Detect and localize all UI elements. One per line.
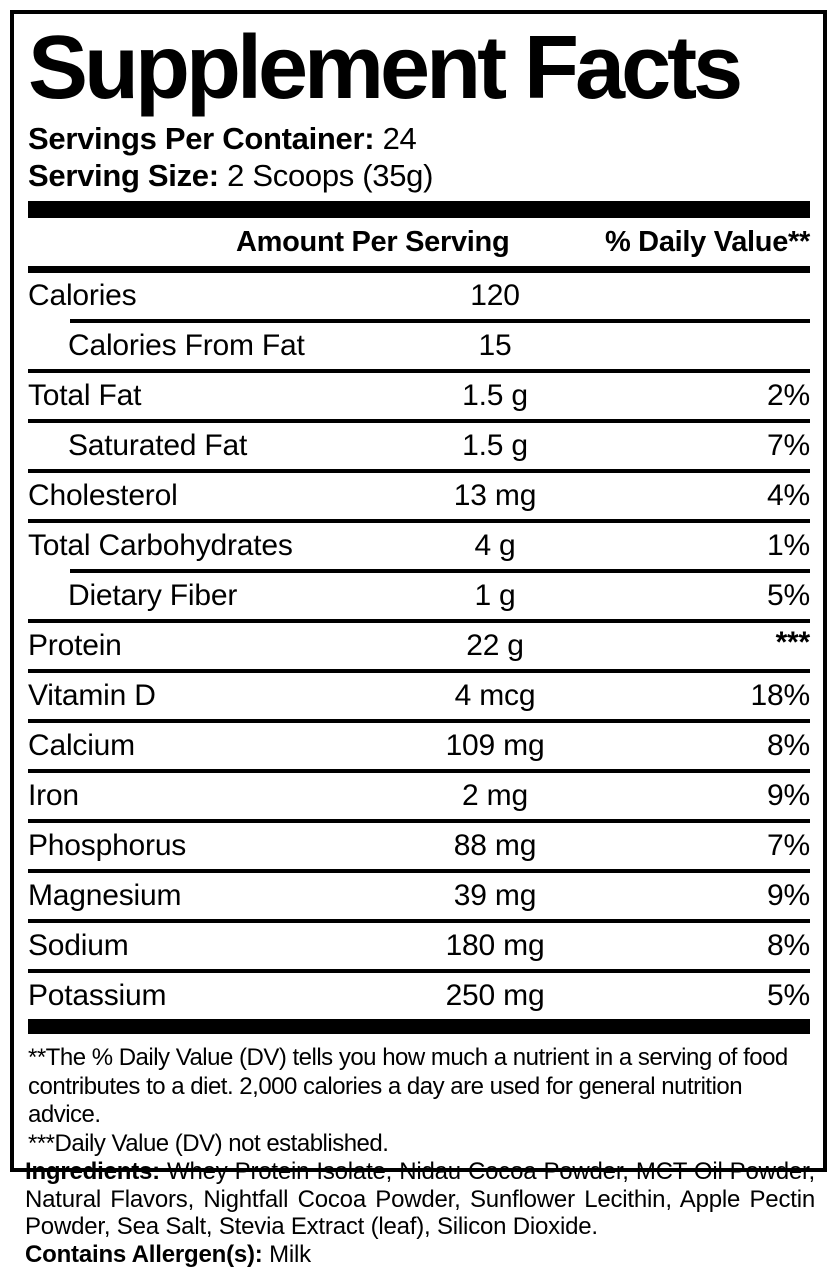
ingredients-section: Ingredients: Whey Protein Isolate, Nidau… [25,1158,815,1268]
table-row: Iron 2 mg 9% [28,773,810,819]
row-divider [28,969,810,973]
nutrient-daily-value: 8% [767,729,810,762]
nutrient-name: Magnesium [28,879,182,912]
servings-per-container-line: Servings Per Container: 24 [28,120,810,157]
nutrient-daily-value: 7% [767,429,810,462]
table-row: Protein 22 g *** [28,623,810,669]
nutrient-name: Potassium [28,979,167,1012]
section-separator-bar-bottom [28,1019,810,1034]
allergen-line: Contains Allergen(s): Milk [25,1241,815,1269]
nutrient-amount: 22 g [466,629,524,662]
serving-size-value: 2 Scoops (35g) [227,158,434,193]
nutrient-amount: 4 mcg [454,679,536,712]
table-row: Magnesium 39 mg 9% [28,873,810,919]
servings-per-container-label: Servings Per Container: [28,121,375,156]
table-row: Calories From Fat 15 [28,323,810,369]
label-title: Supplement Facts [28,18,743,118]
nutrient-daily-value: 2% [767,379,810,412]
table-row: Total Fat 1.5 g 2% [28,373,810,419]
nutrient-name: Protein [28,629,122,662]
nutrient-amount: 39 mg [453,879,537,912]
table-row: Cholesterol 13 mg 4% [28,473,810,519]
row-divider [28,919,810,923]
nutrient-daily-value: 5% [767,979,810,1012]
row-divider [28,369,810,373]
nutrient-name: Sodium [28,929,129,962]
row-divider [28,419,810,423]
ingredients-label: Ingredients: [25,1158,160,1185]
row-divider [28,819,810,823]
table-row: Vitamin D 4 mcg 18% [28,673,810,719]
table-row: Calories 120 [28,273,810,319]
table-row: Potassium 250 mg 5% [28,973,810,1019]
nutrient-daily-value: 1% [767,529,810,562]
row-divider [28,719,810,723]
table-row: Dietary Fiber 1 g 5% [28,573,810,619]
allergen-label: Contains Allergen(s): [25,1240,263,1268]
nutrient-name: Vitamin D [28,679,156,712]
row-divider [28,469,810,473]
nutrient-amount: 15 [478,329,512,362]
table-row: Calcium 109 mg 8% [28,723,810,769]
nutrient-name: Phosphorus [28,829,187,862]
nutrient-daily-value: 8% [767,929,810,962]
nutrient-name: Dietary Fiber [68,579,238,612]
row-divider [28,869,810,873]
row-divider [70,569,810,573]
nutrient-daily-value: 9% [767,779,810,812]
nutrient-name: Calories [28,279,137,312]
nutrient-rows: Calories 120 Calories From Fat 15 Total Fat 1… [28,273,810,1019]
nutrient-amount: 13 mg [453,479,537,512]
nutrient-name: Iron [28,779,79,812]
row-divider [70,319,810,323]
table-row: Phosphorus 88 mg 7% [28,823,810,869]
servings-per-container-value: 24 [382,121,417,156]
nutrient-amount: 1.5 g [462,429,528,462]
nutrient-amount: 88 mg [453,829,537,862]
nutrient-daily-value: 7% [767,829,810,862]
footnote-dv-definition: **The % Daily Value (DV) tells you how m… [28,1044,788,1128]
row-divider [28,769,810,773]
table-header-row: Amount Per Serving % Daily Value** [28,218,810,266]
column-header-amount-per-serving: Amount Per Serving [236,225,510,258]
nutrient-name: Calories From Fat [68,329,305,362]
column-header-daily-value: % Daily Value** [604,225,810,258]
nutrient-amount: 1 g [474,579,516,612]
nutrient-name: Saturated Fat [68,429,248,462]
table-row: Saturated Fat 1.5 g 7% [28,423,810,469]
nutrient-amount: 4 g [474,529,516,562]
ingredients-list: Whey Protein Isolate, Nidau Cocoa Powder… [25,1158,815,1240]
ingredients-paragraph: Ingredients: Whey Protein Isolate, Nidau… [25,1158,815,1241]
footnotes: **The % Daily Value (DV) tells you how m… [28,1044,810,1158]
allergen-value: Milk [269,1240,311,1268]
section-separator-bar-top [28,201,810,218]
nutrient-name: Total Carbohydrates [28,529,293,562]
row-divider [28,619,810,623]
serving-size-label: Serving Size: [28,158,219,193]
nutrient-amount: 250 mg [445,979,545,1012]
supplement-facts-box: Supplement Facts Servings Per Container:… [10,10,827,1172]
table-row: Total Carbohydrates 4 g 1% [28,523,810,569]
serving-size-line: Serving Size: 2 Scoops (35g) [28,157,810,194]
nutrient-daily-value: 5% [767,579,810,612]
row-divider [28,669,810,673]
nutrient-daily-value: 18% [750,679,811,712]
nutrient-amount: 2 mg [462,779,528,812]
nutrient-amount: 109 mg [445,729,545,762]
header-divider [28,266,810,273]
nutrient-name: Total Fat [28,379,142,412]
footnote-dv-not-established: ***Daily Value (DV) not established. [28,1129,389,1157]
nutrient-name: Cholesterol [28,479,178,512]
nutrient-daily-value: 4% [767,479,810,512]
nutrient-name: Calcium [28,729,135,762]
row-divider [28,519,810,523]
nutrient-amount: 120 [470,279,520,312]
nutrient-amount: 180 mg [445,929,545,962]
table-row: Sodium 180 mg 8% [28,923,810,969]
nutrient-daily-value: 9% [767,879,810,912]
nutrient-amount: 1.5 g [462,379,528,412]
nutrient-daily-value: *** [775,626,811,659]
